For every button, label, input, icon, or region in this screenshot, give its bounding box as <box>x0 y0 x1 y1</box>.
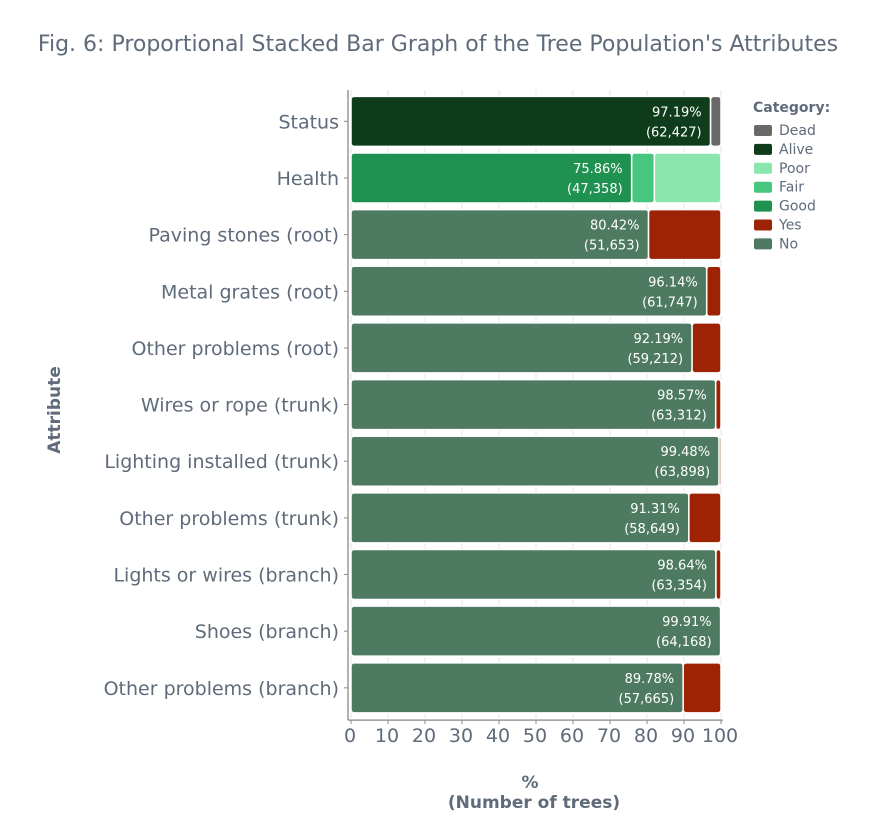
y-tick-label: Wires or rope (trunk) <box>141 395 339 417</box>
legend-label: Good <box>779 199 816 215</box>
y-tick-label: Health <box>277 168 339 190</box>
bar-label-count: (61,747) <box>642 295 698 310</box>
bar-segment <box>653 152 722 204</box>
x-tick-label: 10 <box>375 725 399 747</box>
bar-label-percent: 98.64% <box>657 559 707 574</box>
bar-label-percent: 75.86% <box>573 162 623 177</box>
bar-label-percent: 89.78% <box>625 672 675 687</box>
legend-label: Dead <box>779 123 816 139</box>
bar-segment <box>682 662 722 714</box>
bar-labels: 97.19% (62,427) 75.86% (47,358) 80.42% (51,65… <box>567 105 712 707</box>
legend-label: Alive <box>779 142 813 158</box>
bar-segment <box>709 95 722 148</box>
bar-label-percent: 91.31% <box>630 502 680 517</box>
bar-label-count: (63,312) <box>651 409 707 424</box>
bar-segment <box>718 435 722 487</box>
y-axis-label: Attribute <box>45 366 65 454</box>
legend-label: Fair <box>779 180 804 196</box>
y-tick-label: Other problems (root) <box>132 338 339 360</box>
legend-swatch <box>754 181 772 193</box>
x-axis-label-line2: (Number of trees) <box>448 793 620 813</box>
bar-label-count: (63,354) <box>651 579 707 594</box>
y-tick-label: Shoes (branch) <box>195 621 339 643</box>
bar-label-percent: 98.57% <box>657 389 707 404</box>
bar-label-count: (62,427) <box>646 125 702 140</box>
chart-title: Fig. 6: Proportional Stacked Bar Graph o… <box>38 32 838 57</box>
x-tick-label: 50 <box>523 725 547 747</box>
legend-title: Category: <box>753 100 830 116</box>
x-tick-label: 0 <box>344 725 356 747</box>
legend-swatch <box>754 143 772 155</box>
legend-swatch <box>754 238 772 250</box>
y-tick-label: Metal grates (root) <box>161 281 339 303</box>
y-tick-labels: Status Health Paving stones (root) Metal gr… <box>104 111 339 700</box>
bar-segment <box>714 378 722 431</box>
bar-segment <box>715 548 722 601</box>
bars <box>350 95 722 714</box>
bar-segment <box>688 492 722 544</box>
y-tick-label: Other problems (trunk) <box>119 508 339 530</box>
bar-label-count: (63,898) <box>654 465 710 480</box>
legend-label: No <box>779 236 798 252</box>
bar-label-percent: 80.42% <box>590 219 640 234</box>
x-tick-label: 80 <box>634 725 658 747</box>
y-tick-label: Paving stones (root) <box>149 225 339 247</box>
axes <box>344 90 723 725</box>
y-tick-label: Lights or wires (branch) <box>113 565 339 587</box>
bar-label-percent: 99.91% <box>662 615 712 630</box>
bar-label-count: (64,168) <box>656 635 712 650</box>
y-tick-label: Other problems (branch) <box>104 678 339 700</box>
legend-swatch <box>754 200 772 212</box>
legend: Category: Dead Alive Poor Fair Good Yes No <box>753 100 830 252</box>
x-tick-labels: 0 10 20 30 40 50 60 70 80 90 100 <box>344 725 738 747</box>
x-tick-label: 100 <box>702 725 738 747</box>
x-tick-label: 20 <box>412 725 436 747</box>
bar-label-count: (58,649) <box>624 522 680 537</box>
y-tick-label: Status <box>278 111 339 133</box>
bar-label-percent: 96.14% <box>648 275 698 290</box>
bar-label-count: (59,212) <box>627 352 683 367</box>
bar-segment <box>647 208 722 261</box>
bar-label-percent: 97.19% <box>652 105 702 120</box>
bar-segment <box>691 322 722 374</box>
x-tick-label: 40 <box>486 725 510 747</box>
y-tick-label: Lighting installed (trunk) <box>104 451 339 473</box>
bar-segment <box>705 265 722 318</box>
bar-label-percent: 99.48% <box>660 445 710 460</box>
legend-swatch <box>754 125 772 136</box>
legend-swatch <box>754 162 772 174</box>
x-axis-label-line1: % <box>521 773 538 793</box>
x-tick-label: 60 <box>560 725 584 747</box>
bar-label-count: (51,653) <box>584 239 640 254</box>
bar-label-count: (47,358) <box>567 182 623 197</box>
x-tick-label: 90 <box>671 725 695 747</box>
bar-segment <box>630 152 656 204</box>
bar-label-percent: 92.19% <box>634 332 684 347</box>
bar-label-count: (57,665) <box>619 692 675 707</box>
x-tick-label: 30 <box>449 725 473 747</box>
legend-swatch <box>754 219 772 231</box>
legend-label: Poor <box>779 161 810 177</box>
x-tick-label: 70 <box>597 725 621 747</box>
legend-label: Yes <box>778 218 802 234</box>
